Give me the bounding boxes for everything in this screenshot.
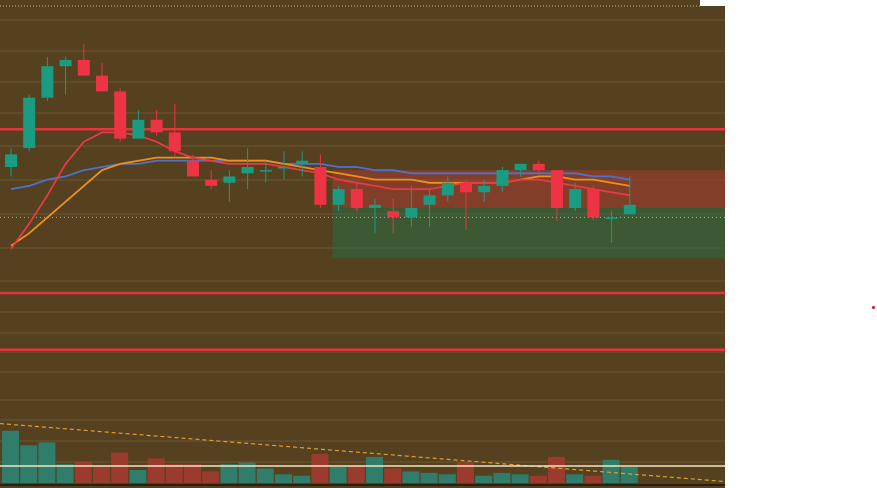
candle-body-33	[605, 217, 618, 219]
volume-bar-7	[129, 469, 147, 483]
volume-bar-13	[238, 462, 256, 483]
candle-body-34	[623, 204, 636, 215]
candle-body-3	[59, 59, 72, 67]
volume-bar-25	[457, 462, 474, 483]
candle-body-20	[369, 204, 381, 208]
volume-bar-9	[165, 464, 183, 483]
candle-body-21	[387, 211, 400, 218]
candle-body-1	[23, 97, 36, 149]
volume-bar-18	[329, 467, 347, 483]
volume-bar-29	[529, 475, 547, 483]
candle-body-30	[551, 170, 563, 208]
corner-notch	[700, 0, 725, 6]
volume-bar-6	[111, 452, 129, 483]
candle-body-14	[259, 170, 272, 172]
volume-trend-line	[0, 422, 725, 483]
candle-body-28	[514, 163, 527, 171]
marker-dot	[872, 306, 875, 309]
volume-bar-5	[93, 465, 110, 483]
candle-body-19	[350, 189, 363, 208]
volume-bar-8	[147, 458, 165, 483]
candle-body-27	[496, 170, 509, 186]
volume-bar-4	[74, 461, 92, 483]
candle-body-13	[241, 167, 254, 174]
volume-bar-26	[475, 475, 493, 483]
volume-bar-19	[347, 465, 365, 483]
candle-body-25	[460, 182, 472, 193]
volume-bar-17	[311, 454, 329, 483]
candle-body-22	[405, 207, 418, 218]
volume-bar-30	[548, 456, 565, 483]
volume-bar-28	[511, 474, 529, 483]
volume-bar-11	[202, 471, 220, 483]
volume-bar-27	[493, 472, 511, 483]
volume-bar-10	[184, 464, 201, 483]
volume-bar-3	[56, 464, 74, 483]
candlestick-chart-panel[interactable]	[0, 0, 725, 488]
volume-bar-15	[275, 474, 292, 483]
candle-body-4	[77, 59, 90, 76]
volume-bar-14	[256, 468, 274, 483]
candle-body-10	[187, 160, 199, 177]
candle-body-2	[41, 66, 54, 98]
candle-body-7	[132, 119, 145, 139]
volume-bar-34	[620, 467, 638, 483]
volume-bar-20	[366, 456, 383, 483]
chart-canvas[interactable]	[0, 0, 725, 488]
candle-body-5	[96, 75, 108, 92]
candle-body-12	[223, 176, 236, 183]
volume-bar-21	[384, 468, 402, 483]
candle-body-0	[5, 154, 17, 167]
candle-body-16	[296, 160, 309, 164]
candle-body-8	[150, 119, 163, 133]
volume-bar-0	[2, 430, 19, 483]
candle-body-32	[587, 189, 600, 218]
candle-body-18	[332, 189, 345, 205]
candle-body-17	[314, 167, 327, 205]
volume-bar-12	[220, 464, 238, 483]
volume-bar-24	[438, 474, 456, 483]
right-margin	[725, 0, 877, 488]
volume-bar-23	[420, 472, 438, 483]
volume-bar-32	[584, 475, 602, 483]
volume-bar-1	[20, 445, 38, 483]
candle-body-23	[423, 195, 436, 205]
candle-body-15	[278, 167, 290, 169]
volume-bar-22	[402, 471, 420, 483]
volume-bar-2	[38, 442, 56, 483]
candle-body-29	[532, 163, 545, 171]
candle-body-11	[205, 179, 218, 186]
candle-body-31	[569, 189, 582, 208]
candle-body-6	[114, 91, 127, 139]
candle-body-9	[168, 132, 181, 152]
volume-bar-31	[566, 474, 584, 483]
volume-bar-16	[293, 475, 311, 483]
volume-bar-33	[602, 459, 620, 483]
candle-body-24	[441, 182, 454, 196]
candle-body-26	[478, 185, 491, 193]
